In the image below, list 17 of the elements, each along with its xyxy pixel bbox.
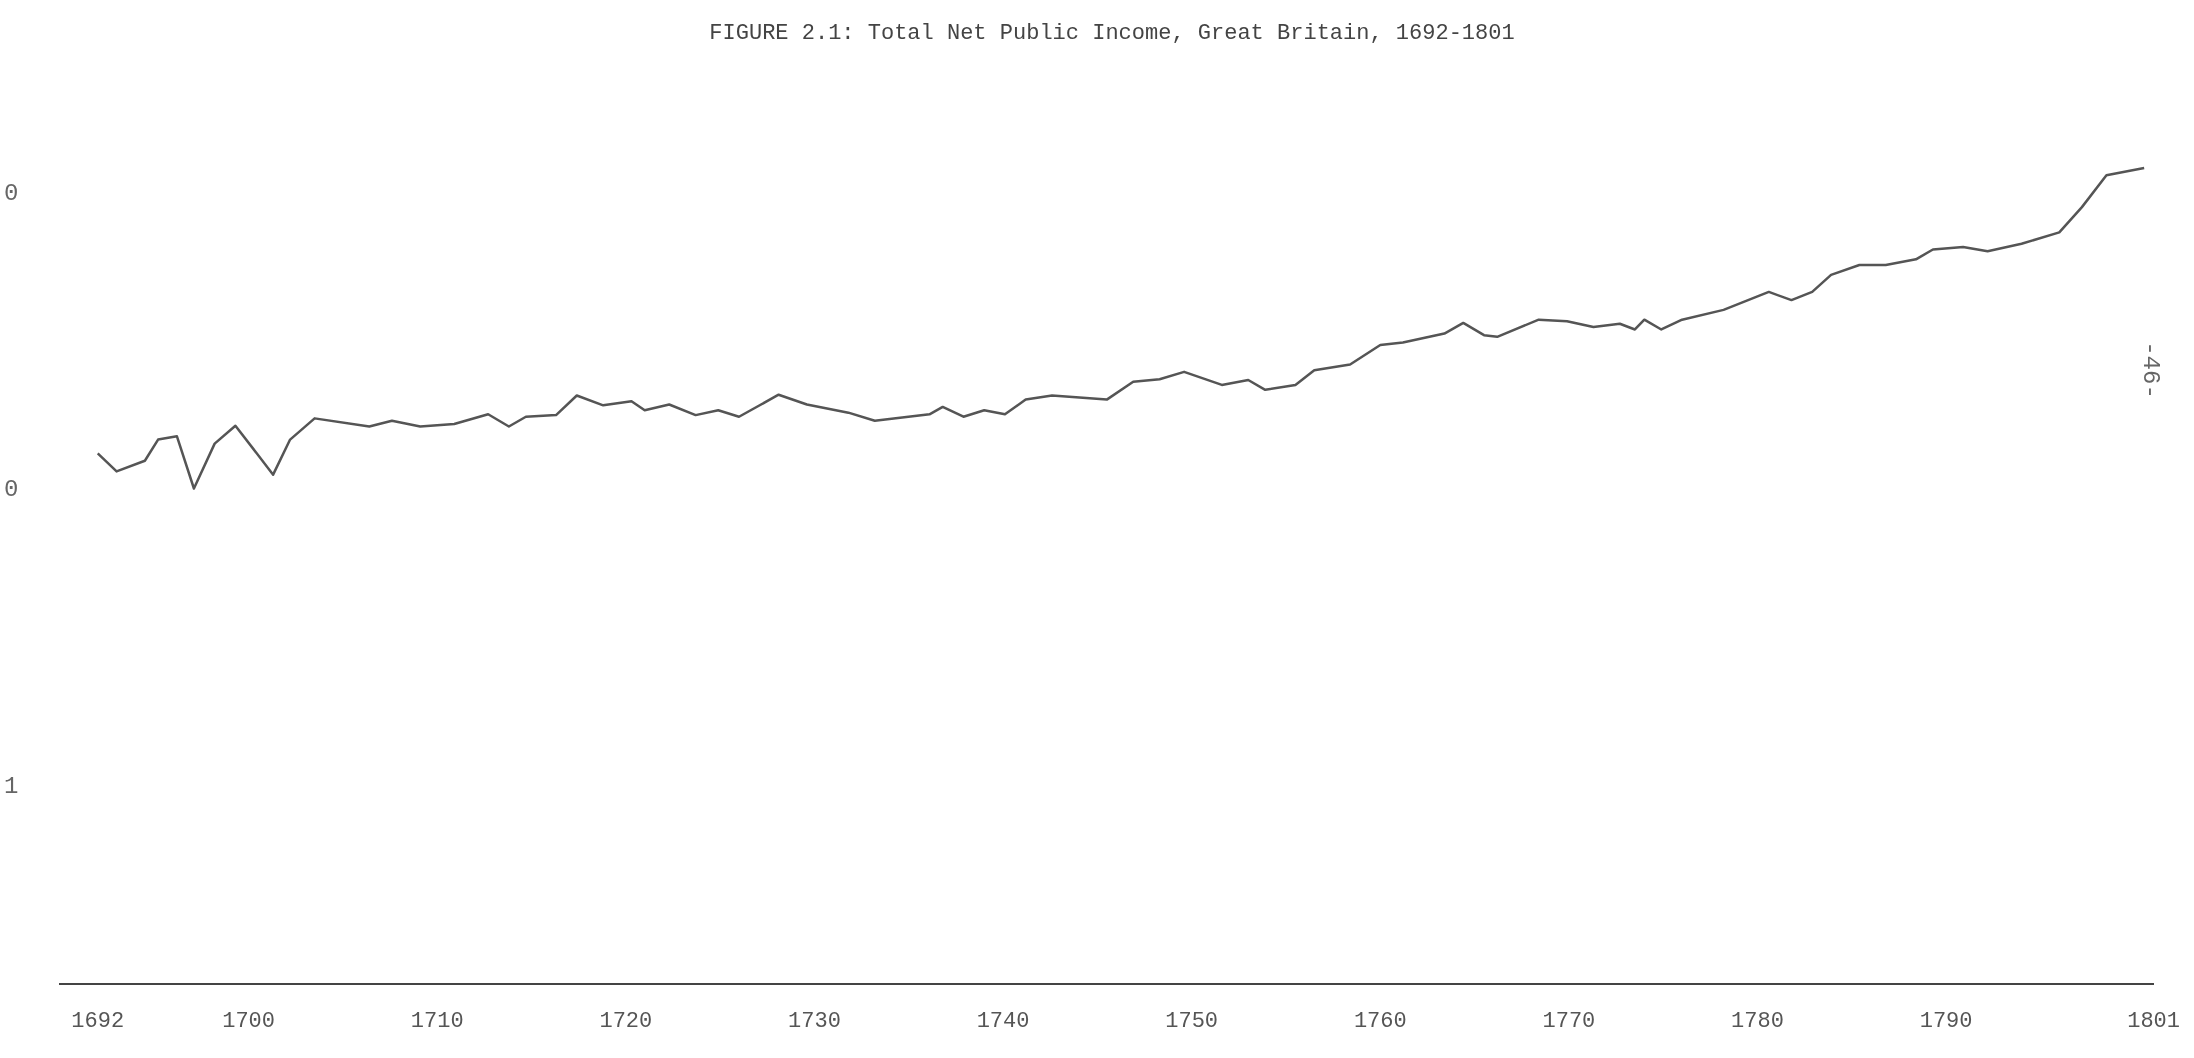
chart-title: FIGURE 2.1: Total Net Public Income, Great Britain, 1692-1801 [709, 21, 1515, 47]
x-tick-label: 1740 [976, 1008, 1030, 1034]
annotation: -46- [2136, 341, 2164, 399]
x-tick-label: 1700 [222, 1008, 276, 1034]
x-tick-label: 1730 [788, 1008, 841, 1034]
x-tick-label: 1801 [2127, 1008, 2180, 1034]
x-tick-label: 1790 [1919, 1008, 1973, 1034]
x-tick-label: 1760 [1353, 1008, 1407, 1034]
x-tick-label: 1710 [410, 1008, 464, 1034]
x-tick-label: 1770 [1542, 1008, 1596, 1034]
text: 1 [4, 772, 19, 800]
x-tick-label: 1720 [599, 1008, 653, 1034]
x-tick-label: 1750 [1165, 1008, 1219, 1034]
text: 0 [4, 180, 19, 208]
x-tick-label: 1780 [1731, 1008, 1784, 1034]
text: 0 [4, 476, 19, 504]
x-tick-label: 1692 [71, 1008, 125, 1034]
